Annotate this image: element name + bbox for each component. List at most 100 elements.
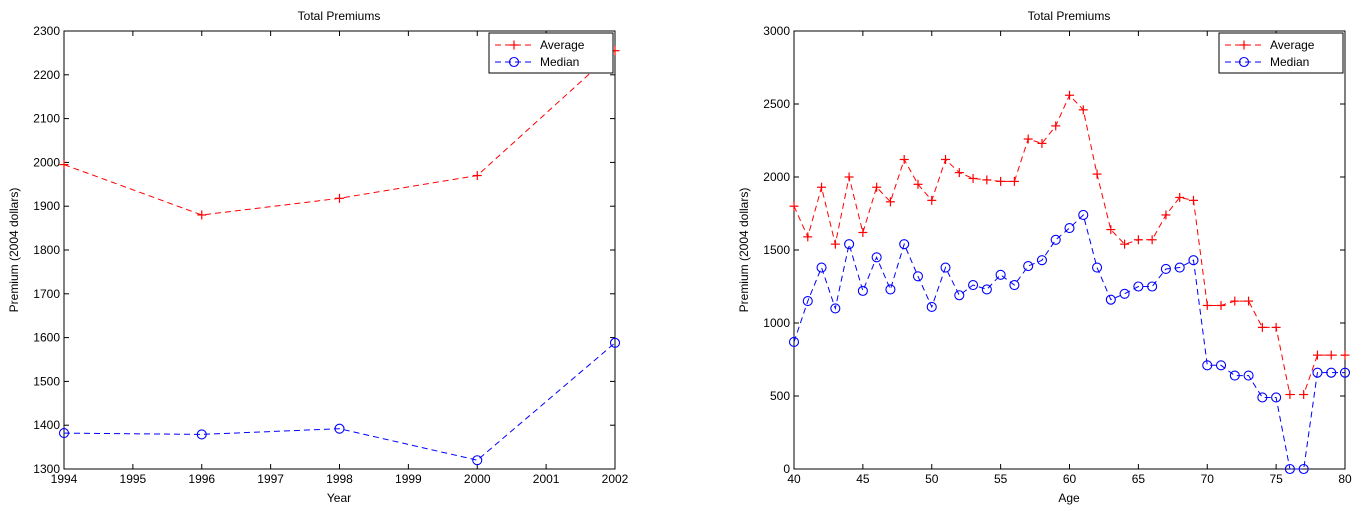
data-point-average	[1009, 176, 1019, 186]
data-point-median	[899, 239, 910, 250]
plot-frame	[63, 30, 616, 470]
x-tick-label: 45	[856, 472, 870, 486]
data-point-median	[196, 429, 207, 440]
data-point-average	[844, 172, 854, 182]
y-axis-label: Premium (2004 dollars)	[737, 188, 751, 313]
data-point-median	[1078, 209, 1089, 221]
data-point-average	[927, 195, 937, 205]
data-point-median	[926, 301, 937, 312]
x-tick-label: 1997	[257, 472, 284, 486]
x-tick-label: 1994	[51, 472, 78, 486]
x-tick-label: 65	[1132, 472, 1146, 486]
data-point-average	[1271, 322, 1281, 332]
x-tick-label: 75	[1269, 472, 1283, 486]
data-point-average	[1285, 390, 1295, 400]
x-tick-label: 80	[1338, 472, 1352, 486]
chart-year: Total Premiums Year Premium (2004 dollar…	[7, 9, 629, 505]
x-tick-label: 60	[1063, 472, 1077, 486]
data-point-average	[1120, 239, 1130, 249]
data-point-median	[1050, 234, 1061, 245]
data-point-median	[1105, 294, 1116, 305]
data-point-median	[885, 284, 896, 295]
tick-labels: 1994 1995 1996 1997 1998 1999 2000 2001 2002 1300…	[33, 24, 628, 486]
legend: Average Median	[1218, 32, 1344, 74]
data-point-median	[1160, 263, 1171, 275]
data-point-average	[1188, 195, 1198, 205]
data-point-median	[1147, 281, 1158, 292]
data-point-average	[789, 201, 799, 211]
data-point-average	[1326, 350, 1336, 360]
series-line-median	[63, 342, 616, 461]
plot-axes	[63, 30, 616, 470]
y-tick-label: 2500	[763, 97, 790, 111]
y-tick-label: 3000	[763, 24, 790, 38]
data-point-median	[912, 271, 924, 282]
data-point-median	[1326, 367, 1337, 378]
data-point-average	[472, 171, 482, 181]
data-point-average	[335, 193, 344, 203]
legend-box	[488, 32, 614, 74]
data-point-average	[1161, 210, 1171, 220]
y-tick-label: 2100	[33, 112, 60, 126]
x-axis-label: Age	[1058, 491, 1080, 505]
y-tick-label: 2000	[33, 155, 60, 169]
x-tick-label: 1999	[395, 472, 422, 486]
data-point-median	[802, 296, 813, 307]
data-point-average	[996, 176, 1006, 186]
data-point-median	[1271, 392, 1282, 403]
chart-title: Total Premiums	[1028, 9, 1111, 23]
y-tick-label: 1600	[33, 331, 60, 345]
legend-marker	[508, 56, 520, 68]
legend-entry-average: Average	[1225, 38, 1315, 52]
data-point-average	[1065, 90, 1074, 100]
x-tick-label: 1995	[120, 472, 147, 486]
plot-series	[58, 46, 621, 466]
data-point-median	[844, 239, 855, 250]
data-point-average	[1312, 350, 1322, 360]
series-line-average	[793, 94, 1345, 395]
data-point-median	[816, 262, 827, 273]
data-point-average	[1037, 138, 1047, 148]
data-point-average	[858, 227, 868, 237]
data-point-median	[995, 269, 1006, 280]
x-tick-label: 1998	[326, 472, 353, 486]
data-point-average	[1051, 121, 1061, 131]
data-point-median	[1174, 262, 1185, 273]
data-point-average	[954, 168, 964, 178]
legend-entry-median: Median	[1225, 55, 1309, 69]
data-point-median	[1009, 279, 1020, 291]
data-point-median	[954, 290, 965, 301]
data-point-average	[872, 182, 882, 192]
x-tick-label: 55	[994, 472, 1008, 486]
data-point-average	[941, 154, 951, 164]
data-point-median	[871, 252, 882, 263]
x-tick-label: 70	[1201, 472, 1215, 486]
data-point-median	[1023, 261, 1034, 272]
data-point-average	[1216, 300, 1226, 310]
legend-entry-average: Average	[495, 38, 585, 52]
x-tick-label: 2001	[533, 472, 560, 486]
legend-label: Median	[1270, 55, 1309, 69]
data-point-average	[1092, 169, 1102, 179]
legend-marker	[1238, 56, 1250, 68]
legend-entry-median: Median	[495, 55, 579, 69]
y-tick-label: 2300	[33, 24, 60, 38]
data-point-average	[913, 179, 923, 189]
legend-label: Median	[540, 55, 579, 69]
data-point-average	[1244, 296, 1254, 306]
y-tick-label: 1900	[33, 199, 60, 213]
chart-age: Total Premiums Age Premium (2004 dollars…	[737, 9, 1352, 505]
data-point-average	[1133, 235, 1143, 245]
data-point-median	[1229, 370, 1240, 381]
y-tick-label: 1000	[763, 316, 790, 330]
y-tick-label: 500	[770, 389, 790, 403]
data-point-median	[1133, 281, 1144, 292]
data-point-median	[1092, 262, 1103, 273]
x-axis-label: Year	[327, 491, 351, 505]
data-point-average	[1147, 235, 1157, 245]
data-point-average	[1230, 296, 1240, 306]
data-point-average	[1106, 225, 1116, 235]
y-tick-label: 1800	[33, 243, 60, 257]
y-tick-label: 2000	[763, 170, 790, 184]
data-point-median	[940, 262, 951, 273]
